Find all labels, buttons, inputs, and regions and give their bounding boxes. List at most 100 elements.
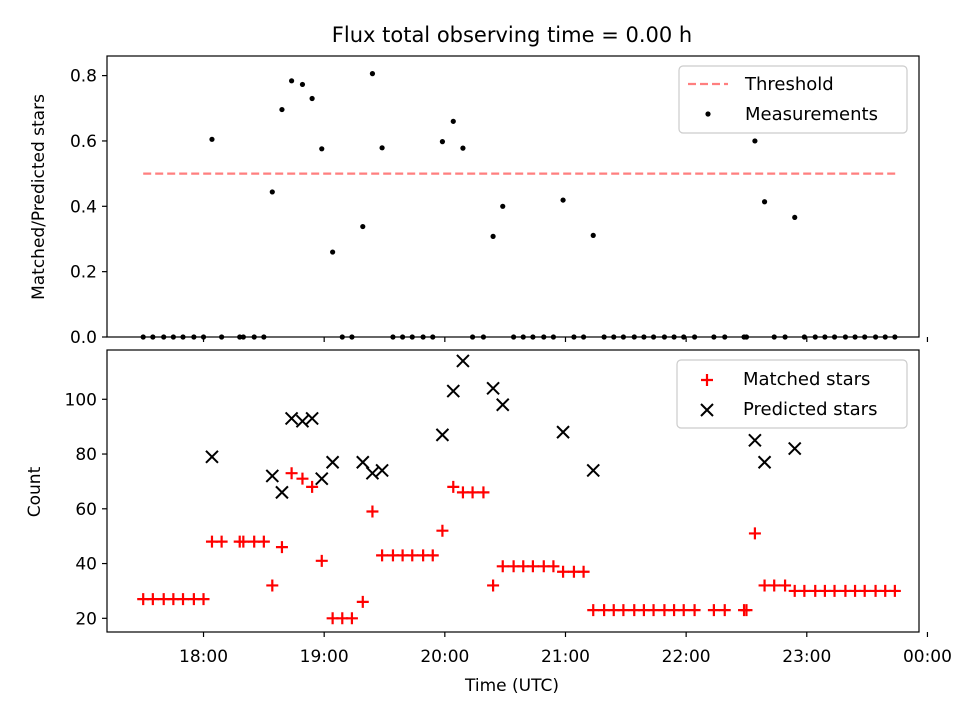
matched-star-point xyxy=(748,527,761,540)
measurement-point xyxy=(460,145,466,151)
predicted-star-point xyxy=(375,463,389,478)
measurement-point xyxy=(279,106,285,113)
matched-star-point xyxy=(436,524,449,537)
legend-predicted-swatch xyxy=(700,403,714,417)
measurement-point xyxy=(560,197,566,203)
legend-measurements-swatch xyxy=(705,111,711,117)
y-tick-label: 0.2 xyxy=(70,263,97,283)
matched-star-point xyxy=(296,472,309,485)
matched-star-point xyxy=(285,467,298,480)
x-axis-ticks-top xyxy=(202,337,929,342)
matched-star-point xyxy=(688,604,701,617)
measurement-point xyxy=(360,223,366,230)
matched-star-point xyxy=(858,584,871,597)
predicted-star-point xyxy=(315,471,329,486)
measurement-point xyxy=(500,203,506,209)
matched-star-point xyxy=(496,560,509,573)
x-tick-label: 18:00 xyxy=(179,647,228,667)
matched-star-point xyxy=(356,595,369,608)
matched-star-point xyxy=(237,535,250,548)
predicted-star-point xyxy=(365,466,380,480)
matched-star-point xyxy=(888,584,901,597)
predicted-star-point xyxy=(305,411,319,426)
matched-star-point xyxy=(257,535,270,548)
predicted-star-point xyxy=(435,428,450,442)
measurement-point xyxy=(490,233,496,239)
legend-box-bottom xyxy=(676,359,908,429)
y-tick-label: 0.4 xyxy=(70,197,97,217)
predicted-star-point xyxy=(356,455,370,469)
matched-star-point xyxy=(426,549,439,562)
matched-star-point xyxy=(376,549,389,562)
matched-star-point xyxy=(828,584,841,597)
predicted-star-point xyxy=(586,463,600,478)
measurement-point xyxy=(450,118,456,124)
legend-matched-swatch xyxy=(701,374,713,386)
measurement-point xyxy=(439,139,446,145)
matched-star-point xyxy=(557,565,570,578)
matched-star-point xyxy=(477,486,490,499)
y-tick-label: 40 xyxy=(75,555,97,575)
matched-star-point xyxy=(677,604,690,617)
matched-star-point xyxy=(487,579,500,592)
measurement-point xyxy=(289,78,295,84)
measurement-point xyxy=(330,249,336,255)
predicted-star-point xyxy=(456,354,470,368)
predicted-star-point xyxy=(486,381,500,396)
matched-star-point xyxy=(577,565,590,578)
measurement-point xyxy=(309,95,315,102)
y-tick-label: 0.0 xyxy=(70,328,97,348)
y-tick-label: 20 xyxy=(75,609,97,629)
matched-star-point xyxy=(306,480,319,493)
legend-threshold-label: Threshold xyxy=(744,74,834,95)
matched-star-point xyxy=(707,604,720,617)
predicted-star-point xyxy=(496,398,510,412)
measurement-point xyxy=(379,145,385,151)
measurement-point xyxy=(319,146,325,152)
matched-star-point xyxy=(466,486,479,499)
predicted-star-point xyxy=(446,384,460,398)
predicted-star-point xyxy=(205,450,219,464)
matched-star-point xyxy=(798,584,811,597)
axes-frame-top xyxy=(106,55,920,338)
predicted-star-point xyxy=(265,469,280,483)
predicted-star-point xyxy=(556,425,570,439)
matched-star-point xyxy=(215,535,228,548)
matched-star-point xyxy=(447,480,460,493)
y-axis-ticks-bottom: 20 40 60 80 100 xyxy=(65,390,107,629)
matched-star-point xyxy=(779,579,792,592)
predicted-star-point xyxy=(757,455,772,469)
matched-star-point xyxy=(275,541,288,554)
axes-frame-bottom xyxy=(106,349,920,633)
matched-star-point xyxy=(406,549,419,562)
x-tick-label: 23:00 xyxy=(782,647,831,667)
x-axis-ticks-bottom: 18:00 19:00 20:00 21:00 22:00 23:00 00:00 xyxy=(179,632,952,667)
y-tick-label: 60 xyxy=(75,500,97,520)
y-tick-label: 0.8 xyxy=(70,67,97,87)
matched-star-point xyxy=(266,579,279,592)
predicted-stars-points xyxy=(205,354,802,500)
matched-star-point xyxy=(768,579,781,592)
x-tick-label: 21:00 xyxy=(541,647,590,667)
legend-measurements-label: Measurements xyxy=(745,104,878,125)
y-axis-label-top: Matched/Predicted stars xyxy=(29,94,49,300)
x-axis-label: Time (UTC) xyxy=(464,676,559,696)
count-panel: 20 40 60 80 100 18:00 19:00 20:00 21:00 22:00 23:… xyxy=(25,349,952,696)
matched-star-point xyxy=(366,505,379,518)
predicted-star-point xyxy=(788,441,802,456)
matched-star-point xyxy=(617,604,630,617)
y-axis-ticks-top: 0.0 0.2 0.4 0.6 0.8 xyxy=(70,67,107,348)
legend-predicted-label: Predicted stars xyxy=(743,399,877,420)
legend-top: Threshold Measurements xyxy=(678,65,908,134)
measurement-point xyxy=(369,71,376,77)
y-tick-label: 80 xyxy=(75,445,97,465)
matched-star-point xyxy=(740,604,753,617)
measurement-point xyxy=(752,138,758,144)
matched-star-point xyxy=(197,593,210,606)
matched-star-point xyxy=(587,604,600,617)
y-tick-label: 0.6 xyxy=(70,132,97,152)
measurement-point xyxy=(209,136,215,142)
y-axis-label-bottom: Count xyxy=(25,466,45,517)
predicted-star-point xyxy=(275,485,289,500)
